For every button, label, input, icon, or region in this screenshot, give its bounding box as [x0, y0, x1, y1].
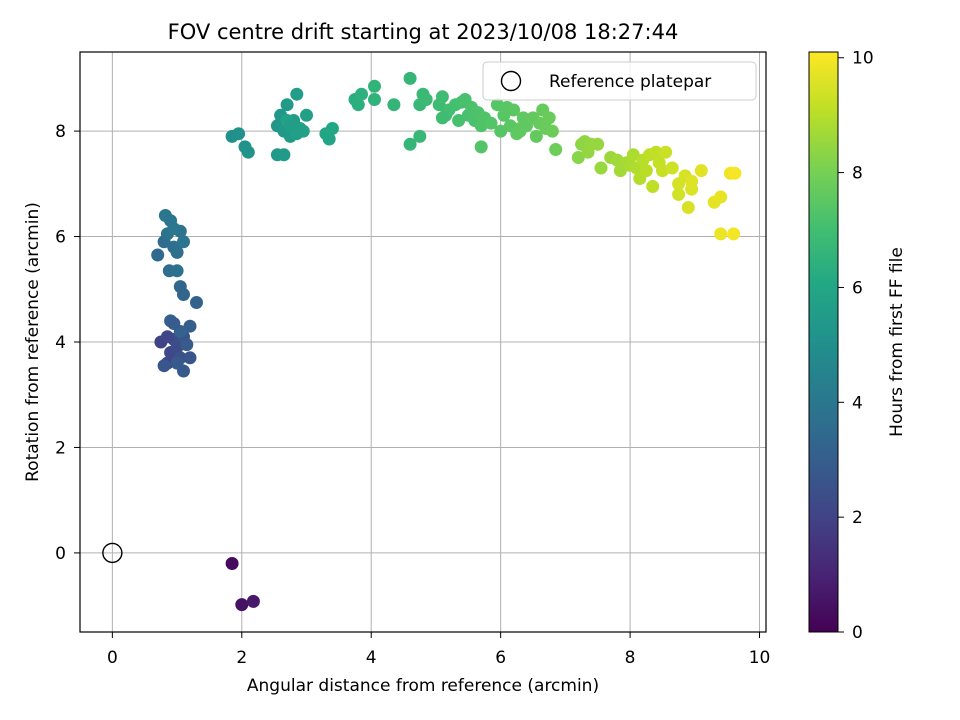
data-point [177, 235, 190, 249]
data-point [183, 319, 197, 333]
data-point [714, 190, 728, 204]
data-point [545, 124, 559, 138]
data-point [351, 98, 365, 112]
data-point [170, 264, 184, 278]
colorbar-tick-label: 10 [852, 49, 874, 69]
x-tick-label: 2 [236, 648, 247, 668]
data-point [241, 145, 255, 159]
colorbar-tick-label: 8 [852, 164, 863, 184]
data-point [728, 166, 742, 180]
data-point [387, 98, 401, 112]
data-point [494, 124, 508, 138]
data-point [270, 148, 284, 162]
data-point [325, 122, 339, 135]
y-tick-label: 0 [55, 544, 66, 564]
chart-title: FOV centre drift starting at 2023/10/08 … [168, 20, 679, 44]
data-point [158, 209, 172, 222]
data-point [232, 127, 246, 141]
reference-point [102, 542, 123, 564]
colorbar-tick-label: 0 [852, 623, 863, 643]
data-point [646, 180, 660, 193]
data-point [160, 330, 174, 344]
data-point [681, 201, 695, 214]
legend-marker [500, 70, 522, 92]
data-point [280, 98, 294, 112]
data-point [368, 93, 381, 106]
data-point [507, 103, 521, 117]
data-point [639, 164, 653, 178]
data-point [484, 116, 498, 130]
legend-box [482, 61, 757, 101]
data-point [727, 227, 741, 241]
colorbar [808, 51, 839, 633]
data-point [225, 557, 239, 570]
x-tick-label: 0 [107, 648, 118, 668]
data-point [594, 161, 608, 175]
data-point [355, 87, 368, 101]
x-tick-label: 6 [495, 648, 506, 668]
data-point [435, 90, 449, 104]
y-tick-label: 6 [55, 228, 66, 248]
data-point [413, 129, 427, 143]
data-point [322, 132, 336, 146]
colorbar-label: Hours from first FF file [887, 247, 907, 437]
legend: Reference platepar [482, 61, 757, 101]
data-point [659, 145, 673, 159]
data-point [368, 79, 381, 93]
data-point [235, 598, 249, 612]
data-point [591, 137, 605, 151]
data-point [435, 111, 449, 125]
x-axis-label: Angular distance from reference (arcmin) [247, 676, 599, 696]
x-tick-label: 10 [749, 648, 771, 668]
y-tick-label: 8 [55, 122, 66, 142]
data-point [290, 87, 304, 101]
data-point [151, 248, 165, 262]
data-point [542, 111, 556, 125]
data-point [452, 114, 466, 127]
data-point [173, 280, 187, 294]
data-point [529, 129, 543, 143]
colorbar-tick-label: 4 [852, 393, 863, 413]
data-point [167, 222, 181, 236]
data-point [157, 359, 171, 373]
reference-marker [102, 542, 123, 564]
data-point [246, 594, 260, 608]
x-tick-label: 8 [625, 648, 636, 668]
data-point [571, 151, 585, 164]
data-point [685, 174, 699, 188]
data-point [694, 164, 708, 178]
y-axis-label: Rotation from reference (arcmin) [23, 202, 43, 482]
colorbar-tick-label: 2 [852, 508, 863, 528]
legend-label: Reference platepar [549, 72, 711, 92]
colorbar-ticks: 0 2 4 6 8 10 [838, 49, 874, 643]
data-point [167, 317, 181, 330]
data-point [183, 351, 197, 365]
data-point [513, 124, 527, 138]
data-point [290, 127, 304, 141]
data-points [151, 71, 742, 612]
data-point [403, 137, 417, 151]
data-point [649, 145, 663, 159]
x-axis-ticks: 0 2 4 6 8 10 [107, 632, 770, 668]
x-tick-label: 4 [366, 648, 377, 668]
data-point [672, 187, 686, 201]
data-point [474, 140, 488, 154]
data-point [170, 245, 184, 259]
data-point [300, 108, 313, 122]
data-point [626, 148, 640, 162]
y-axis-ticks: 0 2 4 6 8 [55, 122, 80, 564]
data-point [180, 338, 194, 352]
data-point [419, 93, 433, 106]
data-point [190, 296, 203, 309]
colorbar-tick-label: 6 [852, 278, 863, 298]
data-point [665, 161, 679, 175]
data-point [549, 143, 563, 156]
data-point [177, 364, 190, 378]
data-point [403, 71, 417, 85]
data-point [714, 227, 728, 241]
y-tick-label: 4 [55, 333, 66, 353]
y-tick-label: 2 [55, 438, 66, 458]
